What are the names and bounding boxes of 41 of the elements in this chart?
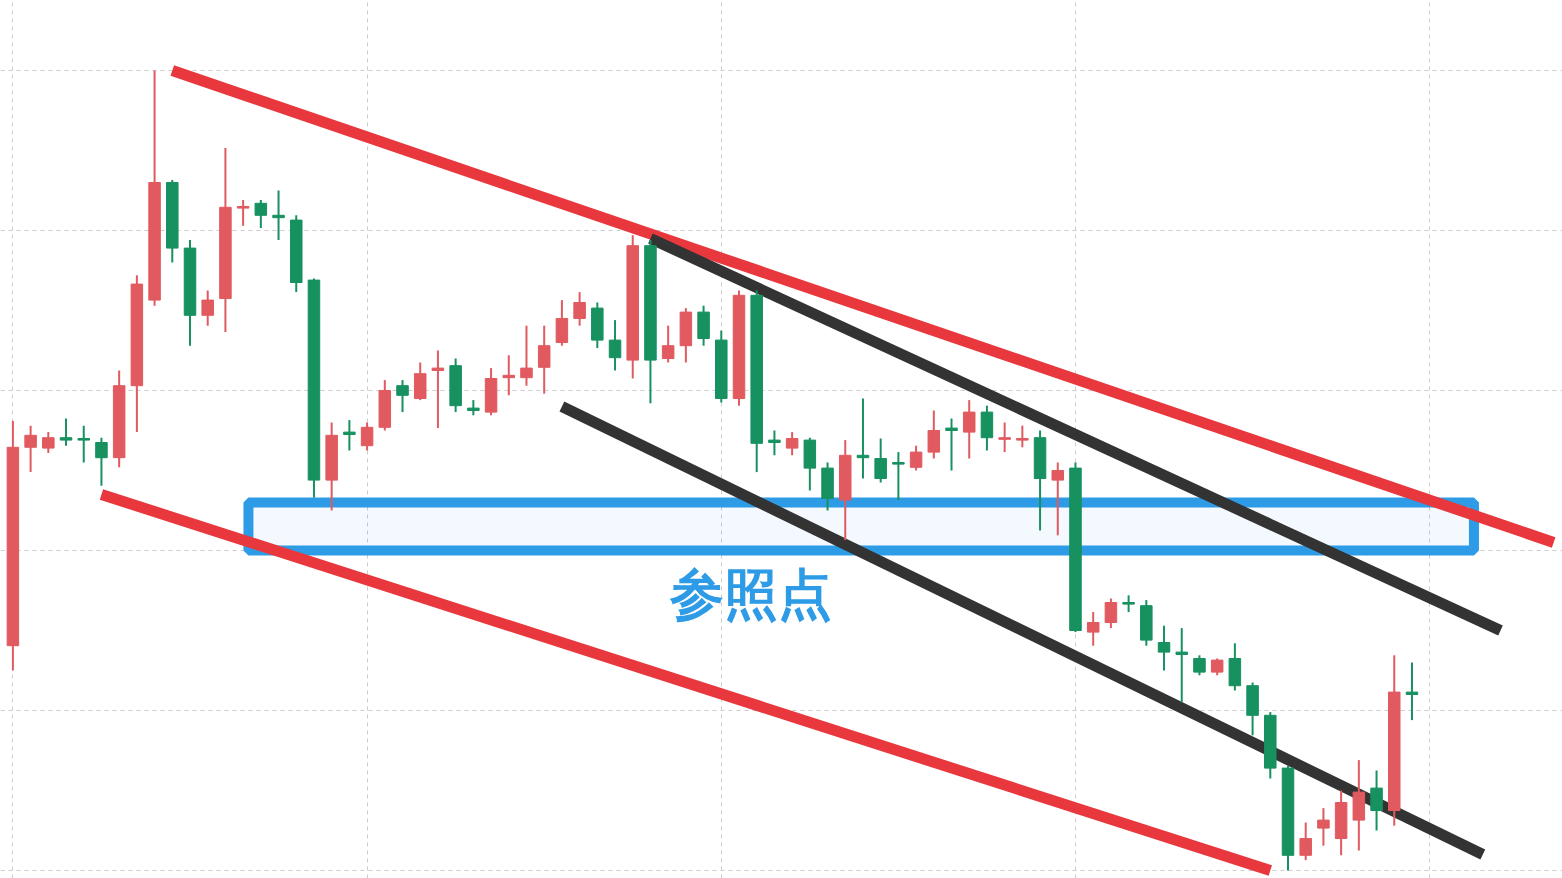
candlestick [1086, 611, 1100, 647]
candlestick [42, 431, 55, 454]
candlestick [608, 319, 622, 372]
candlestick [998, 421, 1011, 454]
candlestick [962, 399, 976, 460]
candlestick [520, 324, 533, 387]
candlestick [909, 444, 923, 472]
candlestick [555, 299, 569, 347]
candlestick [236, 199, 250, 227]
candlestick [272, 189, 285, 242]
candlestick [785, 431, 799, 457]
candlestick [573, 291, 586, 327]
candlestick [1175, 627, 1188, 704]
candlestick [254, 199, 268, 230]
candlestick [1370, 769, 1383, 832]
candlestick [1104, 597, 1118, 630]
candlestick [201, 289, 214, 327]
candlestick [1193, 654, 1206, 677]
candlestick [431, 349, 445, 430]
candlestick [24, 424, 37, 474]
band-label: 参照点 [668, 562, 832, 626]
candlestick [396, 379, 409, 414]
candlestick [874, 437, 887, 484]
candlestick [343, 419, 356, 452]
candlestick [95, 436, 108, 487]
candlestick [1016, 424, 1029, 449]
candlestick [661, 324, 675, 364]
candlestick [1157, 624, 1171, 672]
candlestick [360, 421, 374, 452]
candlestick [1051, 461, 1065, 537]
candlestick [1299, 821, 1312, 862]
candlestick [892, 451, 905, 502]
candlestick [77, 424, 90, 464]
candlestick [927, 409, 941, 460]
candlestick [59, 417, 73, 447]
candlestick [537, 324, 551, 395]
candlestick [1317, 807, 1330, 847]
candlestick [502, 354, 516, 397]
candlestick [945, 417, 958, 472]
candlestick [768, 429, 781, 457]
candlestick [1405, 661, 1419, 722]
